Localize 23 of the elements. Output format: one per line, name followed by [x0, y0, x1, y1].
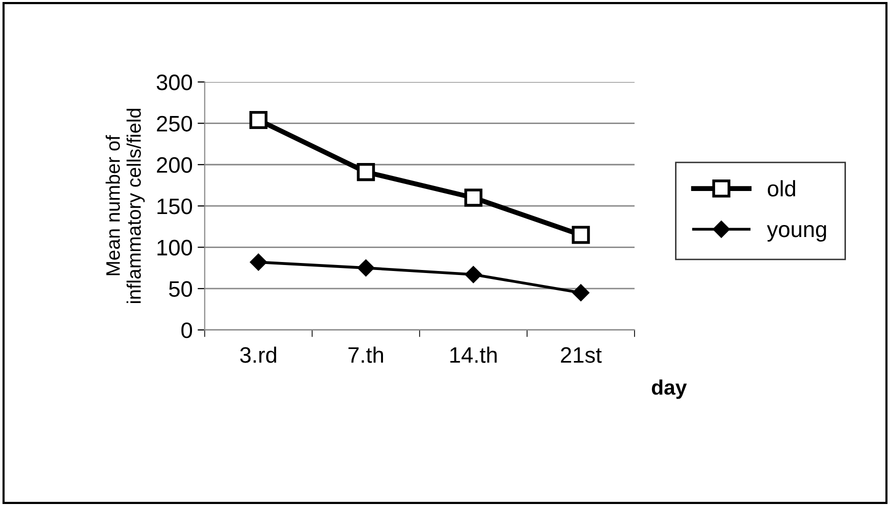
- x-axis-title: day: [652, 380, 687, 399]
- legend-label: old: [768, 180, 796, 197]
- x-tick-label: 3.rd: [240, 346, 276, 363]
- y-tick-label: 150: [158, 198, 192, 214]
- legend-label: young: [766, 225, 826, 242]
- point: [249, 110, 268, 130]
- y-tick-label: 200: [156, 157, 192, 173]
- y-axis-title: Mean number of inflammatory cells/field: [106, 108, 145, 303]
- x-tick-label: 7.th: [348, 346, 383, 363]
- x-tick-label: 21st: [560, 347, 602, 363]
- point: [464, 266, 482, 284]
- point: [464, 188, 482, 207]
- point: [572, 284, 590, 302]
- y-tick-label: 250: [156, 116, 192, 132]
- point: [572, 226, 590, 244]
- y-tick-label: 300: [156, 74, 192, 90]
- point: [250, 254, 267, 271]
- y-tick-label: 50: [169, 281, 192, 297]
- point: [356, 163, 375, 182]
- point: [357, 259, 374, 276]
- y-tick-label: 100: [158, 240, 192, 256]
- y-tick-label: 0: [181, 322, 192, 338]
- x-tick-label: 14.th: [450, 346, 497, 363]
